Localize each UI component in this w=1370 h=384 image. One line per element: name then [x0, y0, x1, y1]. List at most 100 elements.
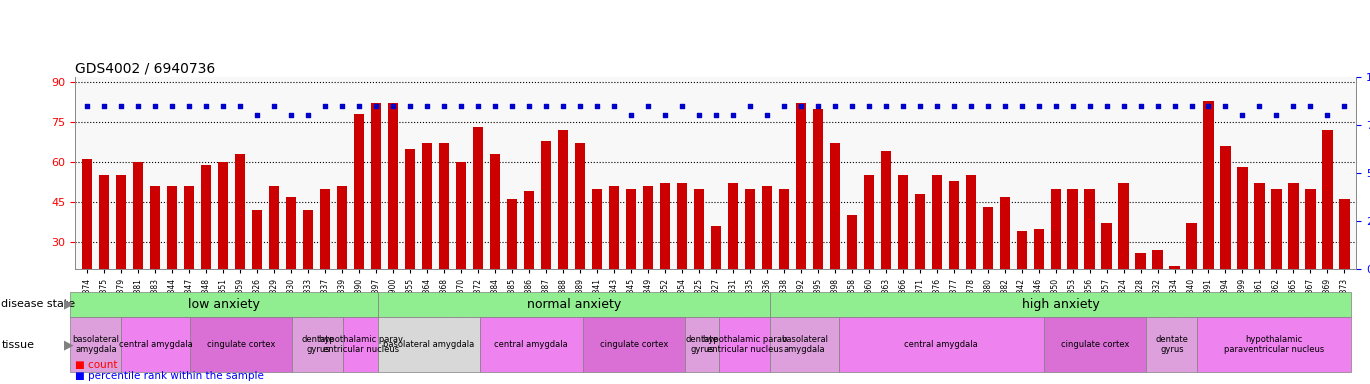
- Point: [162, 103, 184, 109]
- Text: cingulate cortex: cingulate cortex: [1060, 340, 1129, 349]
- Bar: [456, 162, 466, 322]
- Point: [1078, 103, 1100, 109]
- Point: [534, 103, 556, 109]
- Bar: [626, 189, 636, 322]
- Bar: [1271, 189, 1281, 322]
- Text: hypothalamic
paraventricular nucleus: hypothalamic paraventricular nucleus: [1225, 335, 1325, 354]
- Point: [619, 112, 641, 118]
- Bar: [982, 207, 993, 322]
- Point: [416, 103, 438, 109]
- Bar: [151, 186, 160, 322]
- Text: central amygdala: central amygdala: [495, 340, 569, 349]
- Bar: [660, 184, 670, 322]
- Text: ■ count: ■ count: [75, 360, 118, 370]
- Point: [1317, 112, 1338, 118]
- Text: basolateral
amygdala: basolateral amygdala: [781, 335, 827, 354]
- Bar: [388, 103, 399, 322]
- Bar: [693, 189, 704, 322]
- Bar: [711, 226, 721, 322]
- Point: [127, 103, 149, 109]
- Point: [1266, 112, 1288, 118]
- Text: ▶: ▶: [64, 298, 74, 311]
- Point: [841, 103, 863, 109]
- Bar: [643, 186, 653, 322]
- Point: [637, 103, 659, 109]
- Point: [926, 103, 948, 109]
- Point: [518, 103, 540, 109]
- Bar: [1152, 250, 1163, 322]
- Bar: [592, 189, 601, 322]
- Point: [1333, 103, 1355, 109]
- Point: [671, 103, 693, 109]
- Bar: [406, 149, 415, 322]
- Point: [756, 112, 778, 118]
- Text: central amygdala: central amygdala: [904, 340, 978, 349]
- Point: [1147, 103, 1169, 109]
- Point: [875, 103, 897, 109]
- Point: [1045, 103, 1067, 109]
- Point: [1163, 103, 1185, 109]
- Point: [212, 103, 234, 109]
- Point: [1028, 103, 1049, 109]
- Bar: [99, 175, 110, 322]
- Text: low anxiety: low anxiety: [188, 298, 260, 311]
- Bar: [1255, 184, 1265, 322]
- Point: [279, 112, 301, 118]
- Point: [1282, 103, 1304, 109]
- Bar: [1170, 266, 1180, 322]
- Bar: [1067, 189, 1078, 322]
- Point: [1300, 103, 1322, 109]
- Point: [1197, 103, 1219, 109]
- Bar: [167, 186, 177, 322]
- Point: [449, 103, 471, 109]
- Point: [297, 112, 319, 118]
- Bar: [745, 189, 755, 322]
- Bar: [778, 189, 789, 322]
- Point: [263, 103, 285, 109]
- Bar: [438, 144, 449, 322]
- Point: [1181, 103, 1203, 109]
- Bar: [1322, 130, 1333, 322]
- Text: dentate
gyrus: dentate gyrus: [301, 335, 334, 354]
- Bar: [1136, 253, 1145, 322]
- Point: [144, 103, 166, 109]
- Point: [364, 103, 386, 109]
- Point: [433, 103, 455, 109]
- Bar: [321, 189, 330, 322]
- Point: [348, 103, 370, 109]
- Text: hypothalamic parav
entricular nucleus: hypothalamic parav entricular nucleus: [319, 335, 403, 354]
- Point: [552, 103, 574, 109]
- Point: [247, 112, 269, 118]
- Bar: [218, 162, 229, 322]
- Bar: [1237, 167, 1248, 322]
- Bar: [948, 181, 959, 322]
- Bar: [1203, 101, 1214, 322]
- Point: [586, 103, 608, 109]
- Point: [1232, 112, 1254, 118]
- Bar: [932, 175, 941, 322]
- Point: [823, 103, 845, 109]
- Point: [382, 103, 404, 109]
- Point: [569, 103, 590, 109]
- Bar: [116, 175, 126, 322]
- Point: [603, 103, 625, 109]
- Text: hypothalamic parav
entricular nucleus: hypothalamic parav entricular nucleus: [703, 335, 786, 354]
- Bar: [269, 186, 279, 322]
- Point: [484, 103, 506, 109]
- Bar: [523, 192, 534, 322]
- Point: [110, 103, 132, 109]
- Bar: [133, 162, 144, 322]
- Point: [807, 103, 829, 109]
- Point: [1011, 103, 1033, 109]
- Text: ■ percentile rank within the sample: ■ percentile rank within the sample: [75, 371, 264, 381]
- Bar: [473, 127, 484, 322]
- Point: [1215, 103, 1237, 109]
- Bar: [337, 186, 347, 322]
- Point: [332, 103, 353, 109]
- Bar: [966, 175, 975, 322]
- Bar: [371, 103, 381, 322]
- Point: [943, 103, 964, 109]
- Bar: [1186, 223, 1196, 322]
- Text: high anxiety: high anxiety: [1022, 298, 1100, 311]
- Bar: [507, 199, 516, 322]
